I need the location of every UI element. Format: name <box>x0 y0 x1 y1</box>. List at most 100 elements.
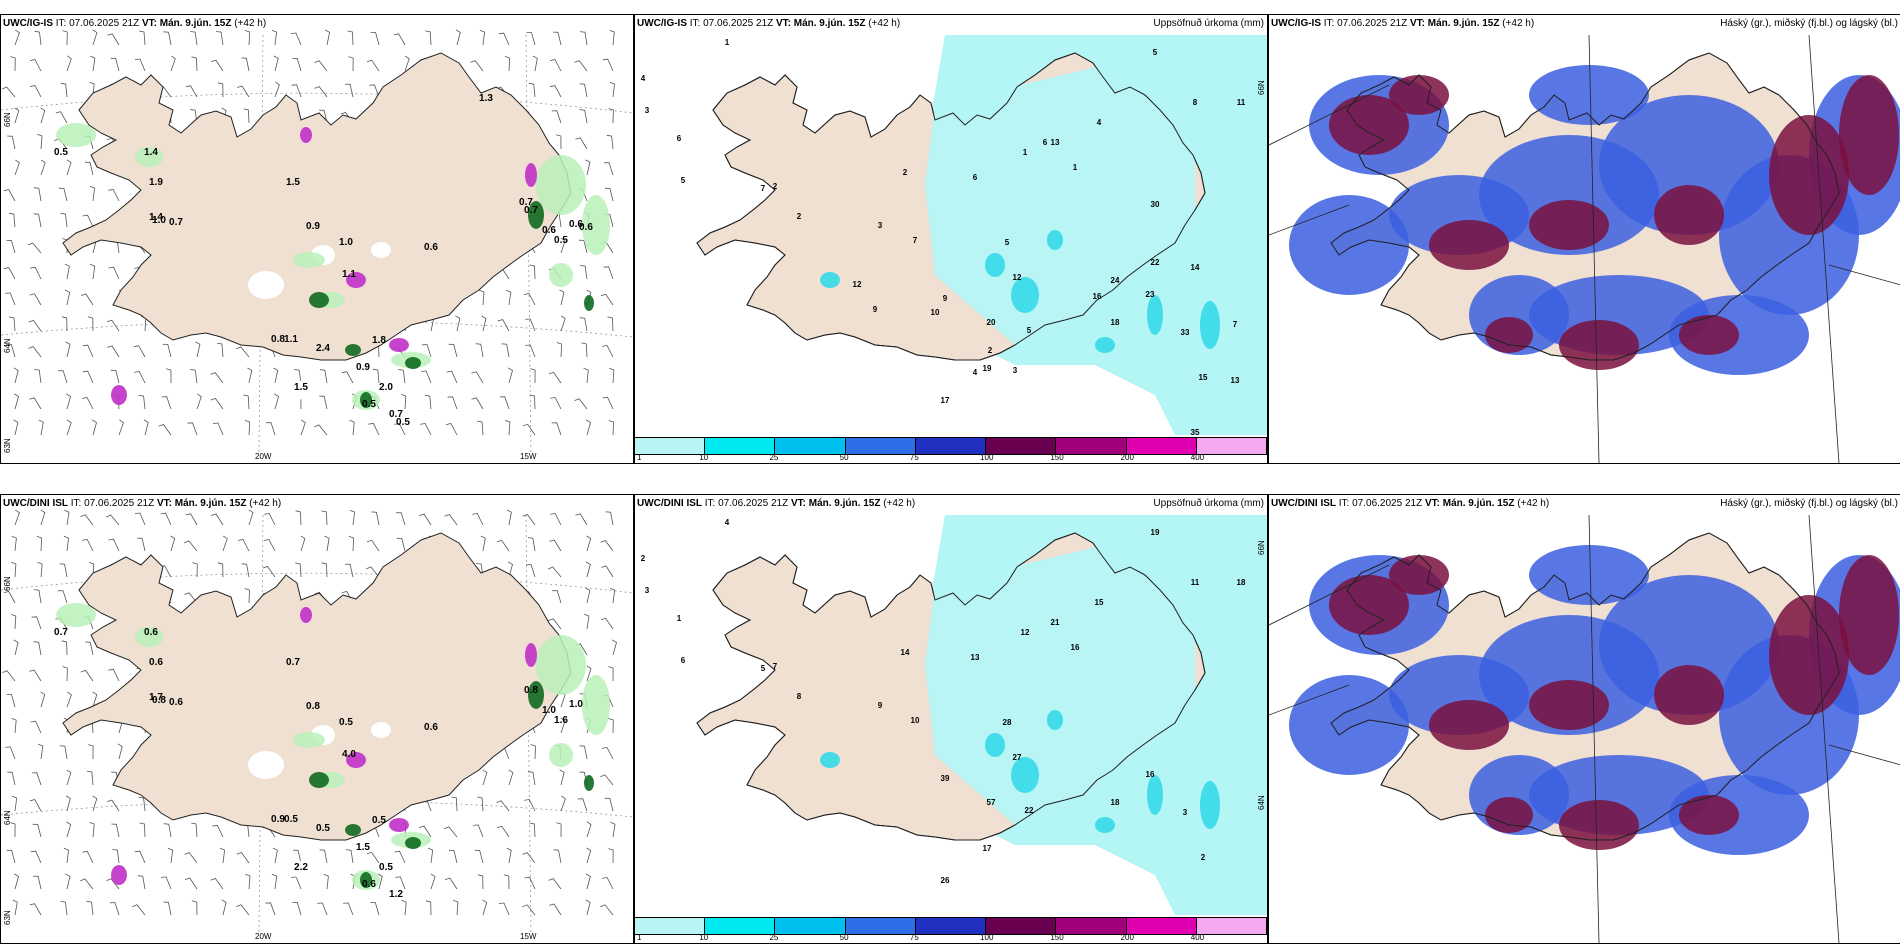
precip-heavy <box>820 230 1220 353</box>
panel-title: UWC/IG-IS IT: 07.06.2025 21Z VT: Mán. 9.… <box>3 18 267 29</box>
wind-barb <box>605 511 614 526</box>
wind-barb <box>609 29 615 46</box>
wind-barb <box>314 86 328 98</box>
value-label: 30 <box>1151 200 1160 209</box>
value-label: 13 <box>1231 376 1240 385</box>
wind-barb <box>444 826 458 838</box>
projection-lines <box>1269 34 1900 463</box>
value-label: 39 <box>941 774 950 783</box>
wind-barb <box>507 367 513 384</box>
legend-label: 25 <box>769 453 779 462</box>
wind-barb <box>190 31 198 46</box>
value-label: 17 <box>941 396 950 405</box>
wind-barb <box>66 55 72 72</box>
wind-barb <box>455 315 461 332</box>
panel-cloud-bottom: UWC/DINI ISL IT: 07.06.2025 21Z VT: Mán.… <box>1268 494 1900 944</box>
precip-heavy <box>1011 277 1039 313</box>
legend-swatch <box>705 918 776 934</box>
wind-barb <box>82 397 94 410</box>
wind-barb <box>505 419 511 436</box>
value-label: 22 <box>1151 258 1160 267</box>
wind-barb <box>217 82 224 98</box>
wind-barb <box>59 563 68 578</box>
wind-barb <box>212 422 224 436</box>
value-label: 6 <box>973 173 978 182</box>
wind-barb <box>506 289 512 306</box>
legend-label: 400 <box>1190 933 1205 942</box>
wind-barb <box>448 343 458 358</box>
wind-barb <box>522 904 536 916</box>
legend-swatch <box>986 918 1057 934</box>
wind-barb <box>475 343 484 358</box>
value-label: 1.1 <box>342 269 356 280</box>
panel-cloud-top: UWC/IG-IS IT: 07.06.2025 21Z VT: Mán. 9.… <box>1268 14 1900 464</box>
wind-barb <box>64 263 70 280</box>
wind-barb <box>66 393 72 410</box>
value-label: 0.6 <box>149 657 163 668</box>
wind-barb <box>32 823 42 838</box>
wind-barb <box>347 30 354 46</box>
wind-barb <box>371 511 380 526</box>
wind-barb <box>38 419 44 436</box>
wind-barb <box>244 588 250 604</box>
legend-label: 75 <box>909 453 919 462</box>
convective-cell <box>300 607 312 623</box>
wind-barb <box>82 538 94 552</box>
wind-barb <box>295 510 302 526</box>
wind-barb <box>271 873 278 890</box>
wind-barb <box>10 56 16 72</box>
wind-barb <box>138 394 146 410</box>
wind-barb <box>30 850 42 864</box>
wind-barb <box>602 396 614 410</box>
wind-barb <box>295 562 302 578</box>
iceland-land <box>62 532 572 841</box>
wind-barb <box>506 847 512 864</box>
glacier <box>248 271 284 299</box>
wind-barb <box>291 84 302 98</box>
value-label: 2 <box>903 168 908 177</box>
value-label: 0.9 <box>306 221 320 232</box>
legend-swatch <box>845 918 916 934</box>
legend-label: 50 <box>839 453 849 462</box>
value-label: 13 <box>971 653 980 662</box>
lat-label: 66N <box>3 576 12 591</box>
wind-barb <box>377 873 383 890</box>
value-label: 12 <box>1013 273 1022 282</box>
wind-barb <box>608 666 614 682</box>
cloud-high <box>1769 595 1849 715</box>
value-label: 2.4 <box>316 343 330 354</box>
wind-barb <box>58 187 68 202</box>
wind-barb <box>110 369 120 384</box>
wind-barb <box>600 617 614 630</box>
wind-barb <box>27 242 42 254</box>
wind-barb <box>529 264 536 280</box>
wind-barb <box>86 900 94 916</box>
wind-barb <box>106 799 120 812</box>
wind-barb <box>110 57 120 72</box>
value-label: 5 <box>681 176 686 185</box>
value-label: 57 <box>987 798 996 807</box>
wind-barb <box>530 744 536 760</box>
lat-label: 66N <box>1257 80 1266 95</box>
legend-swatch <box>635 438 706 454</box>
wind-barb <box>5 292 16 306</box>
wind-barb <box>608 420 615 436</box>
value-label: 24 <box>1111 276 1120 285</box>
glacier <box>371 242 391 258</box>
lat-label: 64N <box>3 810 12 825</box>
wind-barb <box>321 562 328 578</box>
wind-barb <box>549 85 562 98</box>
wind-barb <box>600 904 614 916</box>
precip-heavy <box>985 253 1005 277</box>
wind-barb <box>343 902 354 916</box>
wind-barb <box>609 367 615 384</box>
wind-barb <box>160 512 172 526</box>
precip-heavy <box>1047 710 1063 730</box>
precip-core <box>309 772 329 788</box>
value-label: 8 <box>1193 98 1198 107</box>
wind-barb <box>191 900 198 916</box>
wind-barb <box>472 512 484 526</box>
legend-label: 200 <box>1120 933 1134 942</box>
wind-barb <box>324 535 330 552</box>
wind-barb <box>580 265 588 280</box>
